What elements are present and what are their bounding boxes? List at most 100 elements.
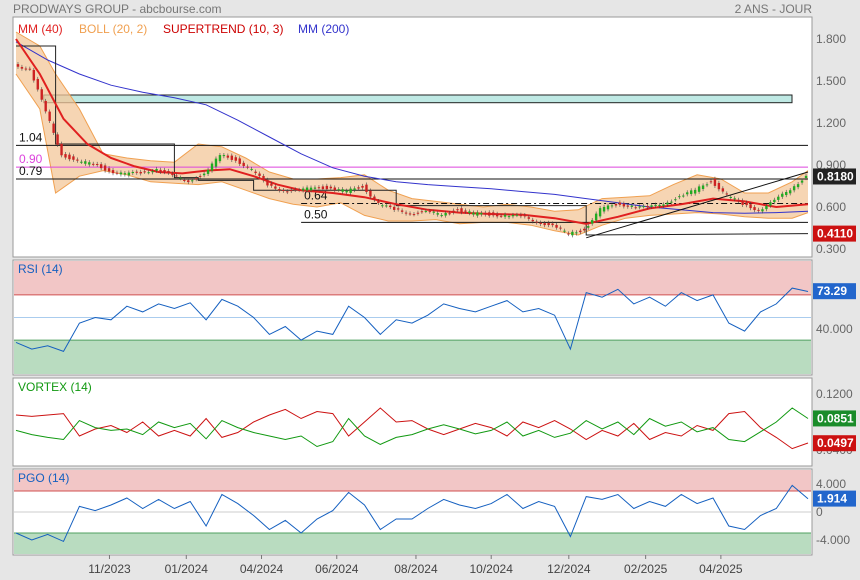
candle [76,159,79,161]
candle [511,214,515,217]
candle [686,192,689,195]
candle [274,186,277,189]
candle [705,184,709,186]
candle [72,156,75,160]
candle [800,180,804,183]
candle [555,224,558,228]
candle [424,210,428,212]
rsi-value-badge: 73.29 [817,284,847,298]
candle [392,206,396,210]
x-tick-label: 04/2025 [699,562,743,576]
vortex-minus-line [15,407,809,450]
candle [769,202,772,206]
pgo-line [15,484,809,543]
candle [420,211,424,213]
candle [796,184,800,188]
pgo-label: PGO (14) [18,471,69,485]
last-price-badge-bg [813,168,856,185]
candle [646,206,649,208]
candle [377,201,380,203]
candle [448,213,451,215]
pgo-overbought-zone [14,470,811,491]
candle [634,207,637,209]
candle [630,205,633,207]
candle [357,187,360,189]
candle [171,173,174,176]
candle [773,199,776,203]
candle [218,155,222,162]
candle [428,211,432,213]
y-tick-label: 0.1200 [816,387,853,401]
candle [785,192,788,196]
trendline [586,171,809,239]
candle [729,197,732,199]
pgo-value-badge: 1.914 [817,492,847,506]
x-tick-label: 11/2023 [88,562,131,576]
candle [353,188,356,191]
candle [155,168,158,171]
candle [761,209,764,212]
candle [606,205,610,210]
candle [713,178,717,186]
candle [539,222,542,224]
candle [278,189,281,191]
candle [123,173,127,175]
candle [36,78,39,90]
candle [111,170,115,174]
candle [151,171,154,173]
candle [579,230,582,233]
candle [381,205,384,207]
candle [642,206,645,208]
candle [697,186,701,192]
candle [571,231,574,236]
candle [777,196,780,200]
x-tick-label: 12/2024 [547,562,591,576]
candle [658,204,661,207]
period-label: 2 ANS - JOUR [735,2,813,16]
price-chart: 1.040.900.790.640.501.8001.5001.2000.900… [15,31,856,256]
candle [159,169,162,172]
candle [246,166,249,168]
candle [575,232,578,234]
y-tick-label: 0.600 [816,200,846,214]
candle [88,162,91,165]
candle [737,199,740,202]
candle [741,200,744,205]
candle [440,215,443,217]
candle [187,180,190,183]
candle [614,203,618,206]
candle [44,100,47,112]
y-tick-label: -4.000 [816,533,850,547]
mm200-line [15,41,809,214]
candle [503,214,507,217]
candle [515,214,519,216]
candle [226,155,230,158]
x-tick-label: 01/2024 [165,562,209,576]
candle [206,169,210,174]
candle [788,190,792,194]
y-tick-label: 1.500 [816,74,846,88]
candle [28,68,32,70]
candle [325,185,329,190]
candle [191,180,194,182]
level-label: 0.50 [304,207,328,221]
candle [792,186,796,191]
candle [297,189,301,191]
candle [20,66,24,69]
rsi-overbought-zone [14,261,811,295]
legend-mm40: MM (40) [18,22,63,36]
x-tick-label: 04/2024 [240,562,284,576]
candle [290,190,293,192]
x-tick-label: 02/2025 [624,562,668,576]
candle [523,215,527,217]
candle [594,213,598,221]
candle [464,210,467,212]
candle [147,172,150,174]
candle [804,175,808,179]
candle [717,182,721,190]
candle [662,204,665,206]
x-tick-label: 06/2024 [315,562,359,576]
candle [214,158,218,167]
candle [337,189,340,191]
candle [598,208,602,217]
